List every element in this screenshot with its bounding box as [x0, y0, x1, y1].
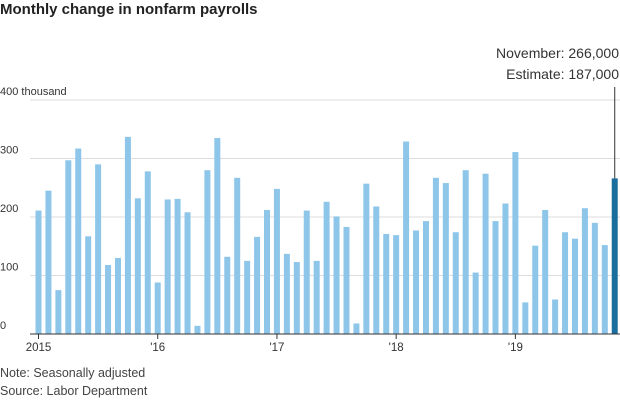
bar — [601, 245, 608, 334]
bar — [224, 256, 231, 334]
bar — [174, 198, 181, 334]
chart-title: Monthly change in nonfarm payrolls — [0, 1, 258, 18]
bar — [154, 282, 161, 334]
bar — [184, 212, 191, 334]
bar — [303, 210, 310, 334]
bar — [482, 173, 489, 334]
bar — [611, 178, 618, 334]
bar — [124, 136, 131, 334]
bar — [134, 198, 141, 334]
x-tick-label: '18 — [389, 342, 404, 354]
bar — [492, 221, 499, 334]
bar — [552, 299, 559, 334]
bar — [164, 199, 171, 334]
bar — [581, 208, 588, 334]
bar — [114, 257, 121, 334]
bar — [591, 222, 598, 334]
bar — [35, 210, 42, 334]
y-tick-label: 100 — [0, 262, 18, 274]
source-text: Source: Labor Department — [0, 384, 148, 398]
bar — [442, 183, 449, 334]
bar — [55, 290, 62, 335]
bar — [65, 160, 72, 334]
bar — [313, 260, 320, 335]
x-tick-label: '17 — [269, 342, 284, 354]
x-tick-label: '16 — [150, 342, 165, 354]
bar — [462, 170, 469, 334]
annotation-text: November: 266,000 — [496, 45, 619, 61]
bar — [293, 262, 300, 334]
bar — [273, 188, 280, 334]
bar — [373, 206, 380, 334]
bar — [254, 236, 261, 334]
bar — [432, 177, 439, 334]
bar — [403, 141, 410, 334]
bar — [472, 272, 479, 334]
annotation-text: Estimate: 187,000 — [506, 66, 619, 82]
bar — [283, 253, 290, 334]
bar — [562, 232, 569, 334]
note-text: Note: Seasonally adjusted — [0, 366, 146, 380]
bar — [512, 152, 519, 334]
bar — [383, 233, 390, 334]
bar — [105, 264, 112, 334]
bar — [343, 226, 350, 334]
bar — [194, 325, 201, 334]
bar — [542, 209, 549, 334]
bar — [413, 230, 420, 334]
bar — [323, 201, 330, 334]
bar — [95, 164, 102, 334]
bar — [333, 216, 340, 334]
bar — [522, 302, 529, 334]
bar — [214, 138, 221, 334]
bar — [422, 221, 429, 334]
y-axis-labels: 0 100 200 300 400 thousand — [0, 86, 67, 332]
x-tick-label: 2015 — [26, 342, 52, 354]
y-tick-label: 0 — [0, 320, 6, 332]
y-tick-label: 300 — [0, 145, 18, 157]
bar — [45, 190, 52, 334]
bar — [75, 148, 82, 334]
bar — [234, 177, 241, 334]
y-tick-label: 200 — [0, 203, 18, 215]
x-tick-label: '19 — [508, 342, 523, 354]
bars — [35, 136, 618, 335]
annotation: November: 266,000 Estimate: 187,000 — [496, 45, 619, 179]
bar — [85, 236, 92, 334]
bar — [452, 232, 459, 334]
bar — [244, 260, 251, 335]
bar — [571, 238, 578, 334]
bar — [363, 183, 370, 334]
bar — [204, 170, 211, 334]
bar — [532, 245, 539, 334]
bar — [353, 323, 360, 334]
bar — [144, 171, 151, 334]
bar — [264, 209, 270, 334]
x-axis: 2015 '16 '17 '18 '19 — [26, 333, 620, 354]
bar — [393, 235, 400, 334]
bar — [502, 203, 509, 334]
y-tick-label: 400 thousand — [0, 86, 67, 98]
